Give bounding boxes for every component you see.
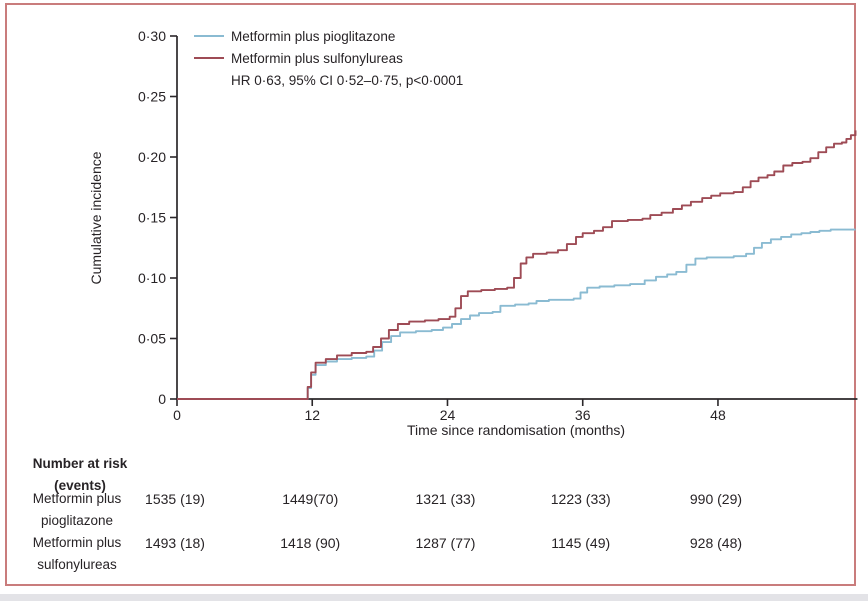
risk-value: 1449(70): [282, 491, 339, 507]
legend-line-swatch-sulfonylureas: [194, 56, 224, 60]
y-tick-label: 0·10: [138, 270, 166, 286]
legend-label-pioglitazone: Metformin plus pioglitazone: [231, 28, 396, 44]
risk-row-label-pioglitazone: Metformin plus pioglitazone: [32, 491, 122, 528]
risk-value: 1321 (33): [415, 491, 476, 507]
risk-table-header: Number at risk (events): [14, 453, 146, 497]
risk-header-line1: Number at risk: [32, 456, 128, 471]
legend-spacer: [194, 79, 224, 81]
legend-line-swatch-pioglitazone: [194, 34, 224, 38]
x-tick-label: 12: [304, 407, 320, 423]
risk-value: 1223 (33): [550, 491, 611, 507]
y-tick-label: 0·15: [138, 210, 166, 226]
y-tick-label: 0·25: [138, 89, 166, 105]
y-tick-label: 0·20: [138, 149, 166, 165]
x-tick-label: 36: [575, 407, 591, 423]
y-tick-label: 0·30: [138, 28, 166, 44]
series-line-pioglitazone: [177, 228, 856, 400]
risk-value: 990 (29): [689, 491, 743, 507]
legend-label-sulfonylureas: Metformin plus sulfonylureas: [231, 50, 403, 66]
hr-annotation-text: HR 0·63, 95% CI 0·52–0·75, p<0·0001: [231, 72, 464, 88]
series-line-sulfonylureas: [177, 130, 857, 400]
y-tick-label: 0·05: [138, 331, 166, 347]
risk-header-line2: (events): [54, 478, 106, 493]
x-tick-label: 0: [173, 407, 181, 423]
risk-value: 1535 (19): [145, 491, 205, 507]
y-axis-title: Cumulative incidence: [88, 151, 104, 285]
x-tick-label: 24: [440, 407, 456, 423]
risk-value: 1145 (49): [551, 535, 611, 551]
legend-item-pioglitazone: Metformin plus pioglitazone: [194, 25, 463, 47]
risk-value: 1418 (90): [280, 535, 341, 551]
hr-annotation: HR 0·63, 95% CI 0·52–0·75, p<0·0001: [194, 69, 463, 91]
x-axis-title: Time since randomisation (months): [406, 422, 626, 438]
figure-border: [5, 3, 856, 586]
risk-row-label-sulfonylureas: Metformin plus sulfonylureas: [32, 535, 122, 572]
risk-value: 928 (48): [689, 535, 743, 551]
legend-item-sulfonylureas: Metformin plus sulfonylureas: [194, 47, 463, 69]
legend: Metformin plus pioglitazone Metformin pl…: [194, 25, 463, 91]
risk-value: 1287 (77): [415, 535, 476, 551]
page-edge-strip: [0, 594, 868, 601]
x-tick-label: 48: [710, 407, 726, 423]
y-tick-label: 0: [158, 391, 166, 407]
risk-value: 1493 (18): [145, 535, 205, 551]
